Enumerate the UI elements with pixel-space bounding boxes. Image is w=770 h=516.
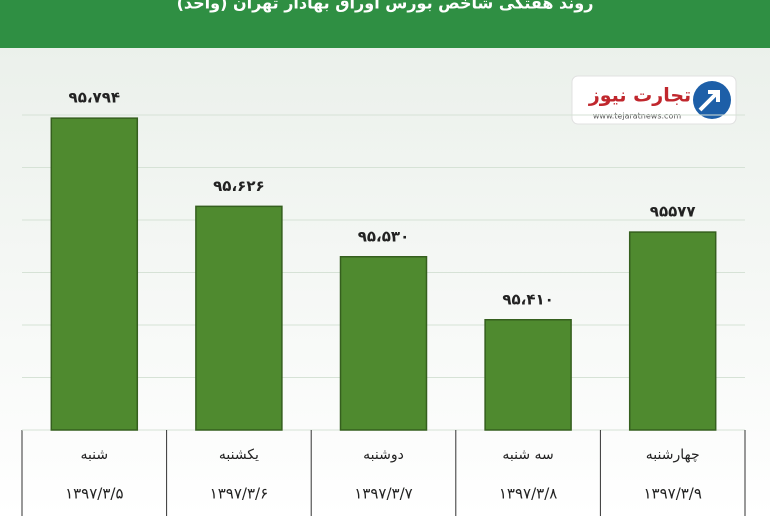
- x-tick-label: سه شنبه: [502, 447, 553, 463]
- logo: تجارت نیوز www.tejaratnews.com: [571, 75, 737, 125]
- value-label: ۹۵،۷۹۴: [69, 89, 120, 107]
- logo-url: www.tejaratnews.com: [593, 112, 681, 121]
- date-label: ۱۳۹۷/۳/۶: [210, 485, 268, 503]
- x-tick-label: چهارشنبه: [646, 447, 700, 463]
- value-label: ۹۵۵۷۷: [650, 203, 696, 221]
- logo-name: تجارت نیوز: [588, 85, 691, 107]
- header-band: [0, 0, 770, 48]
- bar: [484, 319, 572, 431]
- x-tick-label: یکشنبه: [219, 447, 259, 463]
- value-label: ۹۵،۵۳۰: [358, 227, 409, 245]
- x-tick-label: شنبه: [80, 447, 108, 463]
- chart-title: روند هفتگی شاخص بورس اوراق بهادار تهران …: [177, 0, 594, 13]
- date-label: ۱۳۹۷/۳/۸: [499, 485, 557, 503]
- value-label: ۹۵،۶۲۶: [213, 177, 264, 195]
- bar: [339, 256, 428, 431]
- bar: [628, 231, 717, 431]
- date-label: ۱۳۹۷/۳/۹: [643, 485, 701, 503]
- bar: [50, 117, 139, 431]
- logo-arrow: [698, 90, 720, 112]
- logo-box: [571, 75, 737, 125]
- date-label: ۱۳۹۷/۳/۷: [354, 485, 412, 503]
- x-tick-label: دوشنبه: [363, 447, 404, 463]
- bar: [195, 205, 283, 431]
- date-label: ۱۳۹۷/۳/۵: [65, 485, 123, 503]
- value-label: ۹۵،۴۱۰: [502, 290, 553, 308]
